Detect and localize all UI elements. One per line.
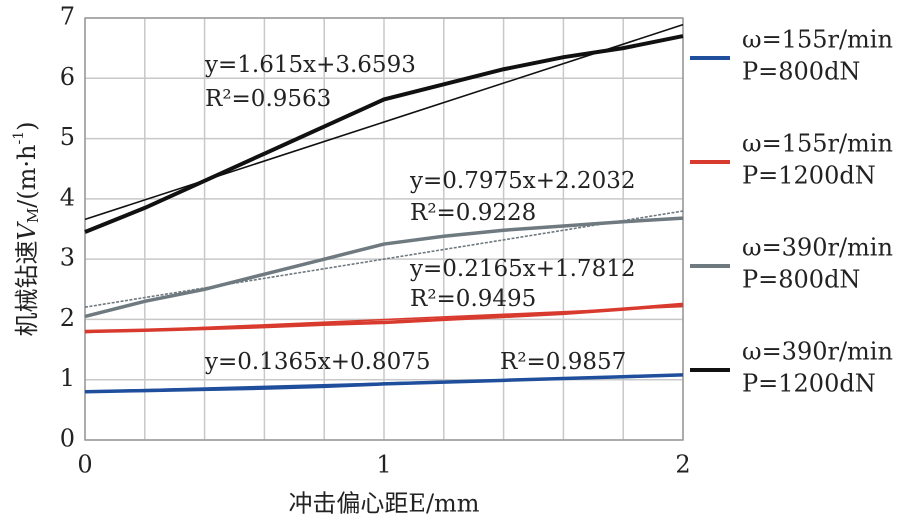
fit-equation: y=1.615x+3.6593 bbox=[204, 52, 416, 78]
fit-r2: R²=0.9495 bbox=[410, 286, 536, 312]
fit-equation: y=0.7975x+2.2032 bbox=[409, 168, 635, 194]
x-tick-label: 2 bbox=[675, 451, 690, 479]
legend-label: P=800dN bbox=[742, 266, 860, 294]
y-label-part: /(m·h bbox=[13, 145, 41, 208]
x-tick-label: 1 bbox=[376, 451, 391, 479]
legend-label: ω=390r/min bbox=[742, 234, 893, 262]
legend-label: ω=390r/min bbox=[742, 338, 893, 366]
legend-label: P=1200dN bbox=[742, 162, 876, 190]
data-line bbox=[84, 216, 684, 319]
y-axis-label: 机械钻速VM/(m·h-1) bbox=[11, 121, 42, 336]
y-label-part: -1 bbox=[11, 131, 27, 145]
fit-line bbox=[84, 23, 684, 221]
y-tick-label: 1 bbox=[60, 364, 75, 392]
y-tick-label: 7 bbox=[60, 3, 75, 31]
y-tick-label: 5 bbox=[60, 123, 75, 151]
y-label-part: ) bbox=[13, 121, 41, 130]
legend-label: ω=155r/min bbox=[742, 130, 893, 158]
fit-r2: R²=0.9857 bbox=[500, 349, 626, 375]
x-tick-label: 0 bbox=[77, 451, 92, 479]
y-tick-label: 2 bbox=[60, 304, 75, 332]
legend-label: P=800dN bbox=[742, 58, 860, 86]
y-tick-label: 4 bbox=[60, 183, 75, 211]
data-line bbox=[84, 302, 684, 334]
y-tick-label: 6 bbox=[60, 63, 75, 91]
data-line bbox=[84, 34, 684, 234]
fit-r2: R²=0.9228 bbox=[410, 200, 536, 226]
legend-label: ω=155r/min bbox=[742, 26, 893, 54]
fit-equation: y=0.1365x+0.8075 bbox=[204, 349, 430, 375]
y-label-part: M bbox=[24, 208, 42, 223]
x-axis-label: 冲击偏心距E/mm bbox=[288, 490, 479, 518]
fit-equation: y=0.2165x+1.7812 bbox=[409, 256, 635, 282]
legend-label: P=1200dN bbox=[742, 370, 876, 398]
y-label-part: 机械钻速 bbox=[13, 241, 41, 337]
y-tick-label: 0 bbox=[60, 425, 75, 453]
y-label-part: V bbox=[13, 221, 41, 241]
plot-frame bbox=[84, 17, 684, 441]
data-line bbox=[84, 373, 684, 394]
y-tick-label: 3 bbox=[60, 244, 75, 272]
fit-r2: R²=0.9563 bbox=[205, 86, 331, 112]
fit-line bbox=[84, 210, 684, 308]
